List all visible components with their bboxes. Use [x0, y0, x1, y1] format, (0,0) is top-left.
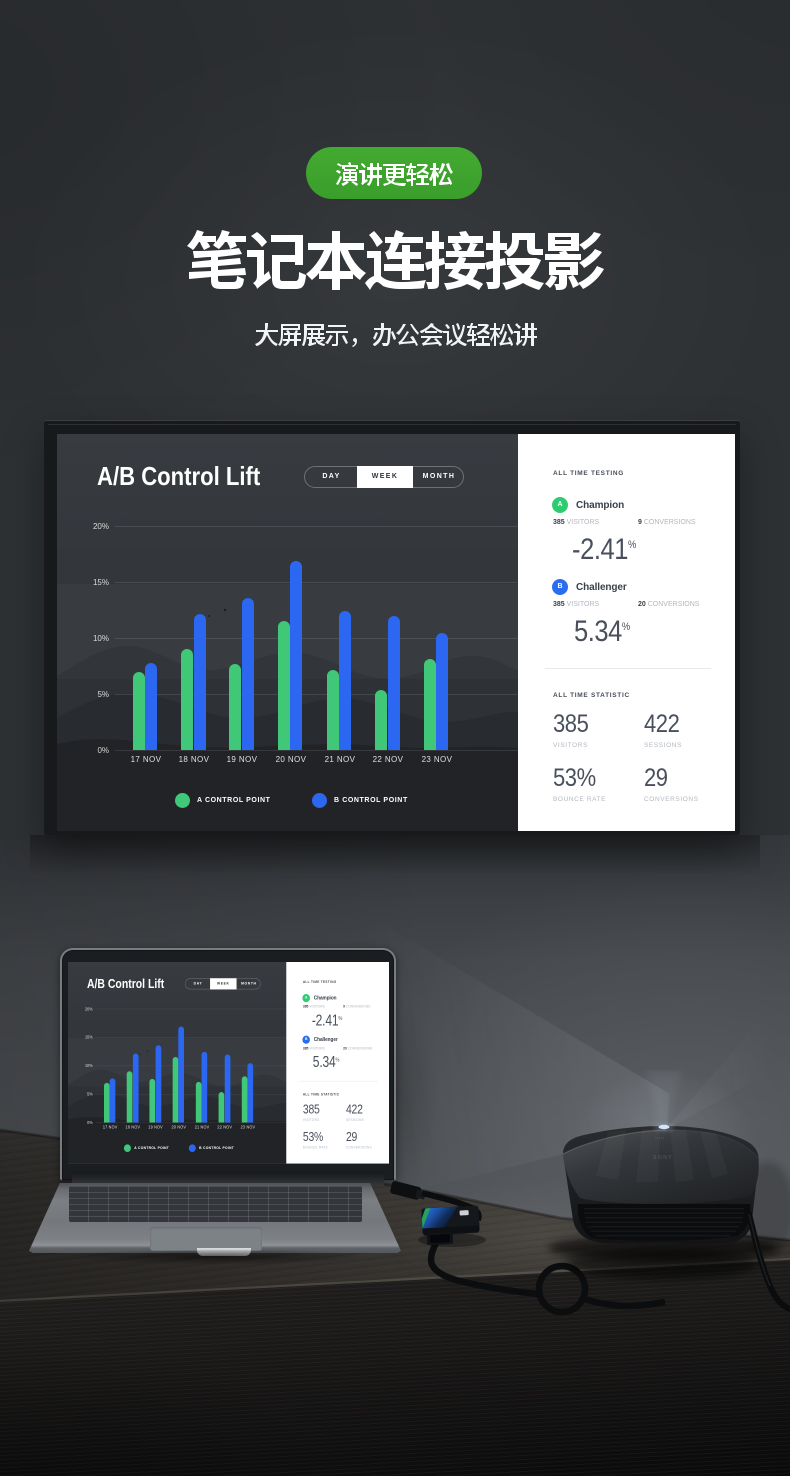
- svg-text:•••••: •••••: [655, 1135, 665, 1140]
- svg-text:SONY: SONY: [653, 1155, 673, 1161]
